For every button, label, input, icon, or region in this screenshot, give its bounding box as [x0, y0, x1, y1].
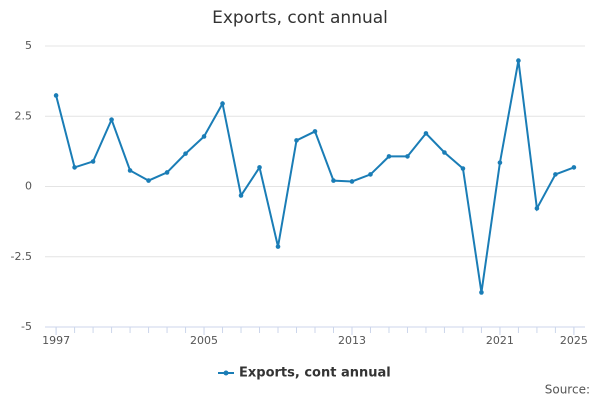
point — [201, 134, 207, 139]
x-tick-label: 2013 — [338, 334, 366, 347]
source: Source: — [545, 383, 590, 397]
point — [220, 101, 225, 106]
point — [331, 178, 336, 183]
point — [109, 117, 114, 122]
y-tick-label: 5 — [25, 39, 32, 52]
y-tick-label: -2.5 — [11, 250, 32, 263]
point — [238, 193, 244, 198]
line — [55, 60, 575, 293]
legend-symbol — [223, 370, 229, 376]
point — [423, 131, 429, 136]
point — [497, 160, 503, 165]
point — [127, 168, 133, 173]
y-tick-label: 0 — [25, 180, 32, 193]
point — [571, 165, 577, 170]
point — [460, 166, 466, 171]
point — [516, 58, 521, 63]
point — [442, 150, 447, 155]
point — [275, 244, 281, 249]
chart-title: Exports, cont annual — [212, 8, 388, 28]
point — [90, 159, 96, 164]
point — [294, 138, 299, 143]
point — [257, 165, 262, 170]
legend-label: Exports, cont annual — [239, 366, 391, 381]
x-tick-label: 2021 — [486, 334, 514, 347]
point — [72, 165, 77, 170]
x-tick-label: 2005 — [190, 334, 218, 347]
point — [349, 179, 355, 184]
point — [386, 154, 392, 159]
point — [312, 129, 318, 134]
x-tick-label: 1997 — [42, 334, 70, 347]
point — [534, 206, 540, 211]
point — [183, 151, 188, 156]
y-tick-label: -5 — [21, 320, 32, 333]
point — [553, 172, 558, 177]
y-tick-label: 2.5 — [15, 109, 33, 122]
x-tick-label: 2025 — [560, 334, 588, 347]
point — [164, 170, 170, 175]
point — [53, 93, 59, 98]
point — [146, 178, 151, 183]
point — [405, 154, 410, 159]
point — [368, 172, 373, 177]
point — [479, 290, 484, 295]
